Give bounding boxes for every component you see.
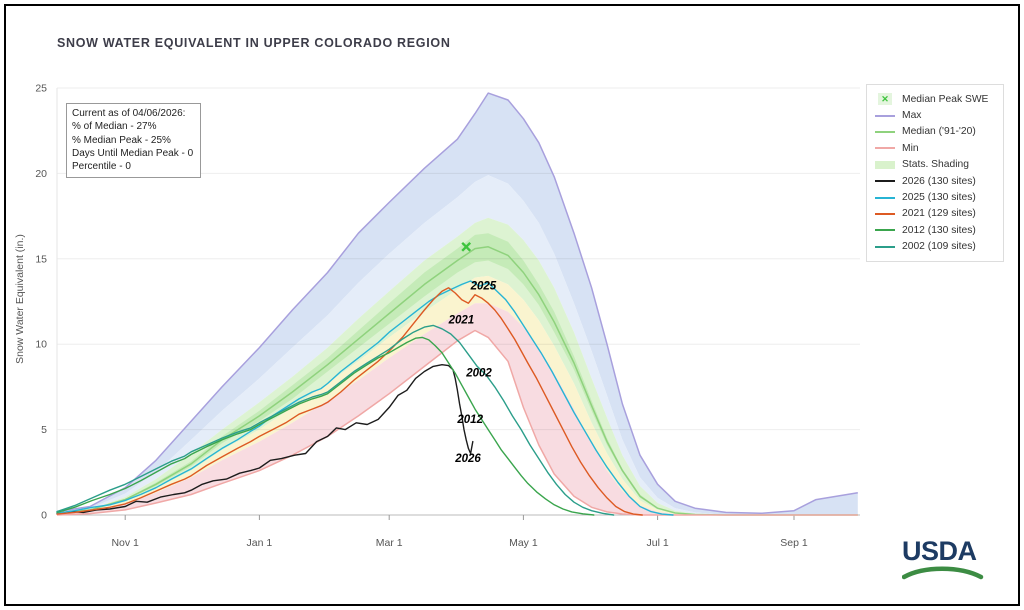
legend-item-label: 2002 (109 sites) xyxy=(902,241,976,253)
legend-item-min[interactable]: Min xyxy=(873,140,997,156)
x-tick-label: Nov 1 xyxy=(111,537,139,549)
y-axis-label: Snow Water Equivalent (in.) xyxy=(14,234,26,364)
legend-item-label: 2025 (130 sites) xyxy=(902,192,976,204)
line-swatch xyxy=(875,229,895,232)
line-swatch xyxy=(875,147,895,150)
info-box-line: % of Median - 27% xyxy=(72,121,157,133)
legend-item-stats-shading[interactable]: Stats. Shading xyxy=(873,157,997,173)
legend-item-label: Max xyxy=(902,110,922,122)
info-box-line: Percentile - 0 xyxy=(72,161,131,173)
line-swatch-icon xyxy=(873,229,897,232)
line-swatch-icon xyxy=(873,212,897,215)
year-annotation: 2012 xyxy=(456,414,483,426)
y-tick-label: 25 xyxy=(35,83,47,95)
line-swatch xyxy=(875,212,895,215)
year-annotation: 2026 xyxy=(454,453,481,465)
y-tick-label: 15 xyxy=(35,253,47,265)
line-swatch xyxy=(875,114,895,117)
x-tick-label: Sep 1 xyxy=(780,537,808,549)
series-line-2026 xyxy=(56,364,474,514)
legend-item-label: Stats. Shading xyxy=(902,159,969,171)
line-swatch-icon xyxy=(873,245,897,248)
legend-item-label: 2012 (130 sites) xyxy=(902,224,976,236)
legend-item-max[interactable]: Max xyxy=(873,107,997,123)
legend-item-label: 2026 (130 sites) xyxy=(902,175,976,187)
line-swatch-icon xyxy=(873,114,897,117)
stat-line-max xyxy=(56,92,858,515)
series-line-2025 xyxy=(56,280,674,516)
line-swatch xyxy=(875,196,895,199)
y-tick-label: 0 xyxy=(41,510,47,522)
pink-band xyxy=(57,303,858,515)
legend-item-label: Median Peak SWE xyxy=(902,93,989,105)
line-swatch-icon xyxy=(873,147,897,150)
legend-item-2002-109-sites[interactable]: 2002 (109 sites) xyxy=(873,239,997,255)
median-peak-swe-marker-icon xyxy=(461,241,472,252)
x-glyph: ✕ xyxy=(878,93,892,106)
shading-swatch-icon xyxy=(873,160,897,169)
line-swatch-icon xyxy=(873,130,897,133)
x-tick-label: Mar 1 xyxy=(376,537,403,549)
year-annotation: 2025 xyxy=(470,281,497,293)
legend: ✕ Median Peak SWE Max Median ('91-'20) Min St… xyxy=(866,84,1004,262)
x-tick-label: May 1 xyxy=(509,537,538,549)
year-annotation: 2021 xyxy=(448,315,475,327)
y-tick-label: 5 xyxy=(41,424,47,436)
line-swatch xyxy=(875,130,895,133)
info-box-line: Days Until Median Peak - 0 xyxy=(72,147,194,159)
legend-item-2025-130-sites[interactable]: 2025 (130 sites) xyxy=(873,189,997,205)
legend-item-2026-130-sites[interactable]: 2026 (130 sites) xyxy=(873,173,997,189)
usda-swoosh-icon xyxy=(901,566,984,580)
legend-item-2012-130-sites[interactable]: 2012 (130 sites) xyxy=(873,222,997,238)
info-box: Current as of 04/06/2026: % of Median - 2… xyxy=(66,103,202,179)
max-band xyxy=(57,93,858,515)
series-line-2012 xyxy=(56,336,595,516)
shading-swatch xyxy=(875,160,895,169)
legend-item-label: 2021 (129 sites) xyxy=(902,208,976,220)
legend-item-2021-129-sites[interactable]: 2021 (129 sites) xyxy=(873,206,997,222)
y-tick-label: 20 xyxy=(35,168,47,180)
series-line-2002 xyxy=(56,324,615,516)
x-tick-label: Jul 1 xyxy=(647,537,669,549)
stat-line-min xyxy=(56,329,858,516)
legend-item-median-91-20[interactable]: Median ('91-'20) xyxy=(873,124,997,140)
year-annotation: 2002 xyxy=(465,368,492,380)
series-line-2021 xyxy=(56,287,643,516)
yellow-band xyxy=(57,275,858,515)
legend-item-label: Min xyxy=(902,142,919,154)
x-tick-label: Jan 1 xyxy=(247,537,273,549)
usda-logo: USDA xyxy=(901,536,986,585)
green-band xyxy=(57,217,858,516)
chart-title: SNOW WATER EQUIVALENT IN UPPER COLORADO … xyxy=(57,36,451,50)
line-swatch-icon xyxy=(873,196,897,199)
info-box-line: % Median Peak - 25% xyxy=(72,134,171,146)
line-swatch-icon xyxy=(873,180,897,183)
usda-logo-text: USDA xyxy=(902,536,977,566)
line-swatch xyxy=(875,245,895,248)
median-peak-x-icon: ✕ xyxy=(873,93,897,106)
y-tick-label: 10 xyxy=(35,339,47,351)
legend-item-median-peak-swe[interactable]: ✕ Median Peak SWE xyxy=(873,91,997,107)
legend-item-label: Median ('91-'20) xyxy=(902,126,976,138)
info-box-line: Current as of 04/06/2026: xyxy=(72,108,186,119)
line-swatch xyxy=(875,180,895,183)
